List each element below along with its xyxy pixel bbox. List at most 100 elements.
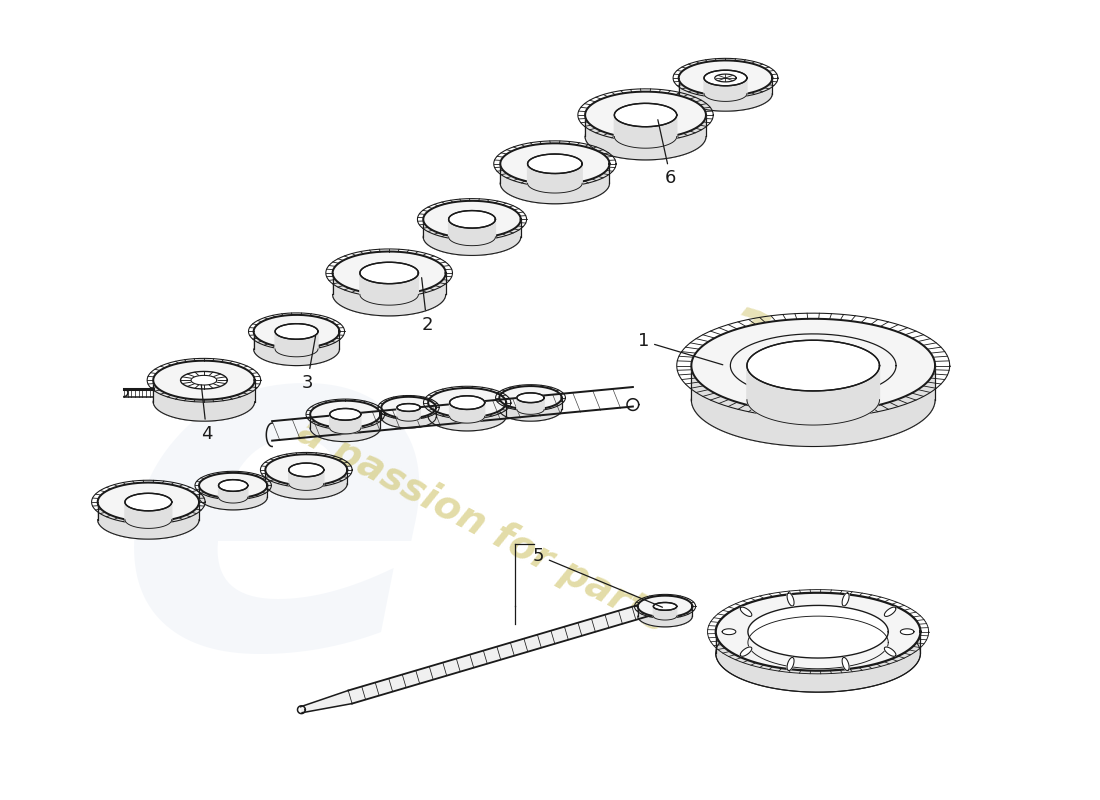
- Polygon shape: [679, 78, 772, 111]
- Polygon shape: [638, 596, 692, 617]
- Polygon shape: [310, 414, 381, 442]
- Polygon shape: [125, 502, 172, 528]
- Polygon shape: [349, 602, 649, 703]
- Text: e: e: [117, 289, 437, 745]
- Polygon shape: [716, 593, 921, 670]
- Polygon shape: [153, 382, 254, 421]
- Polygon shape: [585, 92, 706, 138]
- Text: 4: 4: [201, 385, 212, 442]
- Text: 1985: 1985: [702, 298, 924, 462]
- Polygon shape: [330, 414, 361, 434]
- Text: 1: 1: [638, 332, 723, 365]
- Text: 2: 2: [421, 278, 432, 334]
- Polygon shape: [723, 629, 736, 634]
- Polygon shape: [300, 690, 352, 713]
- Polygon shape: [843, 593, 849, 606]
- Polygon shape: [692, 366, 935, 446]
- Polygon shape: [330, 409, 361, 420]
- Polygon shape: [397, 407, 420, 421]
- Polygon shape: [884, 607, 895, 617]
- Polygon shape: [219, 480, 248, 491]
- Polygon shape: [517, 393, 544, 402]
- Polygon shape: [275, 324, 318, 339]
- Polygon shape: [98, 502, 199, 539]
- Polygon shape: [98, 482, 199, 522]
- Polygon shape: [288, 463, 323, 477]
- Polygon shape: [585, 115, 706, 160]
- Polygon shape: [788, 593, 794, 606]
- Polygon shape: [704, 78, 747, 102]
- Polygon shape: [716, 614, 921, 692]
- Polygon shape: [747, 340, 880, 391]
- Polygon shape: [199, 486, 267, 510]
- Polygon shape: [382, 407, 436, 428]
- Polygon shape: [424, 219, 520, 255]
- Polygon shape: [517, 398, 544, 414]
- Polygon shape: [397, 403, 420, 411]
- Polygon shape: [254, 331, 340, 366]
- Polygon shape: [424, 201, 520, 238]
- Polygon shape: [704, 70, 747, 86]
- Polygon shape: [747, 366, 880, 425]
- Polygon shape: [199, 485, 267, 510]
- Polygon shape: [528, 154, 582, 174]
- Text: a passion for parts: a passion for parts: [290, 413, 673, 640]
- Polygon shape: [716, 632, 921, 692]
- Polygon shape: [715, 74, 736, 82]
- Polygon shape: [500, 164, 609, 204]
- Polygon shape: [310, 414, 381, 442]
- Polygon shape: [428, 388, 506, 418]
- Polygon shape: [254, 315, 340, 348]
- Polygon shape: [679, 76, 772, 111]
- Polygon shape: [219, 486, 248, 503]
- Polygon shape: [332, 251, 446, 294]
- Polygon shape: [653, 602, 676, 610]
- Polygon shape: [692, 318, 935, 412]
- Polygon shape: [843, 658, 849, 670]
- Polygon shape: [614, 115, 676, 148]
- Polygon shape: [428, 402, 506, 431]
- Polygon shape: [265, 468, 348, 499]
- Polygon shape: [499, 398, 562, 421]
- Polygon shape: [360, 262, 418, 284]
- Polygon shape: [788, 658, 794, 670]
- Polygon shape: [265, 454, 348, 486]
- Polygon shape: [332, 273, 446, 316]
- Polygon shape: [275, 331, 318, 357]
- Polygon shape: [740, 647, 751, 656]
- Polygon shape: [500, 143, 609, 184]
- Text: 6: 6: [658, 120, 676, 187]
- Polygon shape: [125, 494, 172, 511]
- Polygon shape: [740, 607, 751, 617]
- Polygon shape: [449, 210, 495, 228]
- Polygon shape: [265, 470, 348, 499]
- Polygon shape: [692, 353, 935, 446]
- Polygon shape: [382, 406, 436, 428]
- Polygon shape: [424, 218, 520, 255]
- Polygon shape: [679, 61, 772, 95]
- Polygon shape: [360, 273, 418, 305]
- Polygon shape: [499, 398, 562, 421]
- Polygon shape: [288, 470, 323, 490]
- Polygon shape: [310, 401, 381, 428]
- Polygon shape: [499, 386, 562, 410]
- Polygon shape: [748, 606, 889, 658]
- Polygon shape: [638, 606, 692, 627]
- Polygon shape: [382, 397, 436, 418]
- Polygon shape: [180, 371, 228, 389]
- Polygon shape: [428, 402, 506, 431]
- Polygon shape: [638, 606, 692, 627]
- Polygon shape: [900, 629, 914, 634]
- Polygon shape: [450, 402, 485, 423]
- Text: 3: 3: [301, 336, 316, 392]
- Polygon shape: [449, 219, 495, 246]
- Text: 5: 5: [532, 546, 662, 607]
- Polygon shape: [653, 606, 676, 620]
- Polygon shape: [98, 500, 199, 539]
- Polygon shape: [254, 333, 340, 366]
- Polygon shape: [884, 647, 895, 656]
- Polygon shape: [500, 163, 609, 204]
- Polygon shape: [528, 164, 582, 193]
- Polygon shape: [332, 273, 446, 316]
- Polygon shape: [450, 396, 485, 410]
